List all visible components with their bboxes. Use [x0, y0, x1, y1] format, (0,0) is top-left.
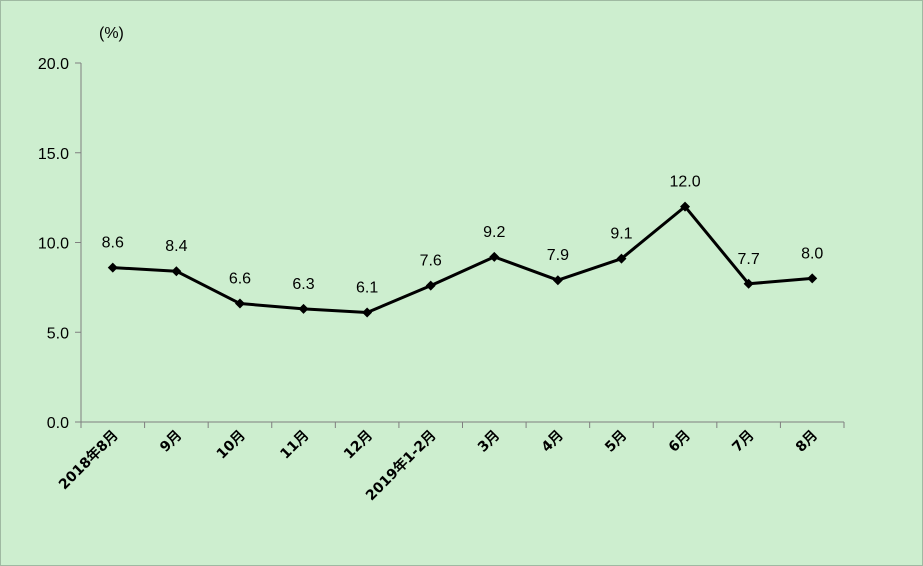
data-label: 12.0 [669, 174, 700, 191]
y-axis-unit-label: (%) [99, 25, 124, 42]
data-point-marker [489, 251, 500, 262]
data-markers [107, 201, 818, 318]
y-tick-label: 5.0 [47, 325, 69, 342]
x-tick-label: 10月 [214, 428, 249, 463]
data-label: 8.4 [165, 238, 187, 255]
x-tick-label: 9月 [157, 428, 185, 456]
data-point-marker [107, 262, 118, 273]
data-point-marker [680, 201, 691, 212]
x-tick-label: 12月 [341, 428, 376, 463]
data-point-marker [743, 278, 754, 289]
data-point-marker [616, 253, 627, 264]
data-label: 6.3 [292, 276, 314, 293]
y-tick-label: 20.0 [38, 56, 69, 73]
data-point-marker [807, 273, 818, 284]
data-point-marker [234, 298, 245, 309]
data-label: 8.6 [102, 235, 124, 252]
y-tick-label: 10.0 [38, 236, 69, 253]
y-tick-labels: 0.0 5.0 10.0 15.0 20.0 [38, 56, 69, 432]
y-tick-label: 15.0 [38, 146, 69, 163]
y-tick-label: 0.0 [47, 415, 69, 432]
x-tick-label: 6月 [666, 428, 694, 456]
data-label: 9.2 [483, 224, 505, 241]
x-tick-label: 11月 [277, 428, 312, 463]
data-point-marker [552, 275, 563, 286]
x-tick-label: 4月 [539, 428, 567, 456]
data-label: 7.6 [420, 253, 442, 270]
data-point-marker [298, 303, 309, 314]
data-label: 6.6 [229, 271, 251, 288]
series-line [112, 205, 813, 315]
x-tick-label: 7月 [729, 428, 757, 456]
x-tick-label: 2018年8月 [55, 427, 121, 493]
x-tick-label: 5月 [602, 428, 630, 456]
axes [75, 62, 845, 428]
data-label: 8.0 [801, 245, 823, 262]
data-label: 7.9 [547, 247, 569, 264]
x-tick-label: 8月 [793, 428, 821, 456]
data-point-marker [171, 266, 182, 277]
data-label: 9.1 [610, 226, 632, 243]
x-tick-label: 3月 [475, 428, 503, 456]
data-label: 7.7 [738, 251, 760, 268]
data-labels: 8.6 8.4 6.6 6.3 6.1 7.6 9.2 7.9 9.1 12.0 7.7 8.0 [102, 174, 824, 297]
data-point-marker [425, 280, 436, 291]
data-label: 6.1 [356, 280, 378, 297]
data-point-marker [362, 307, 373, 318]
